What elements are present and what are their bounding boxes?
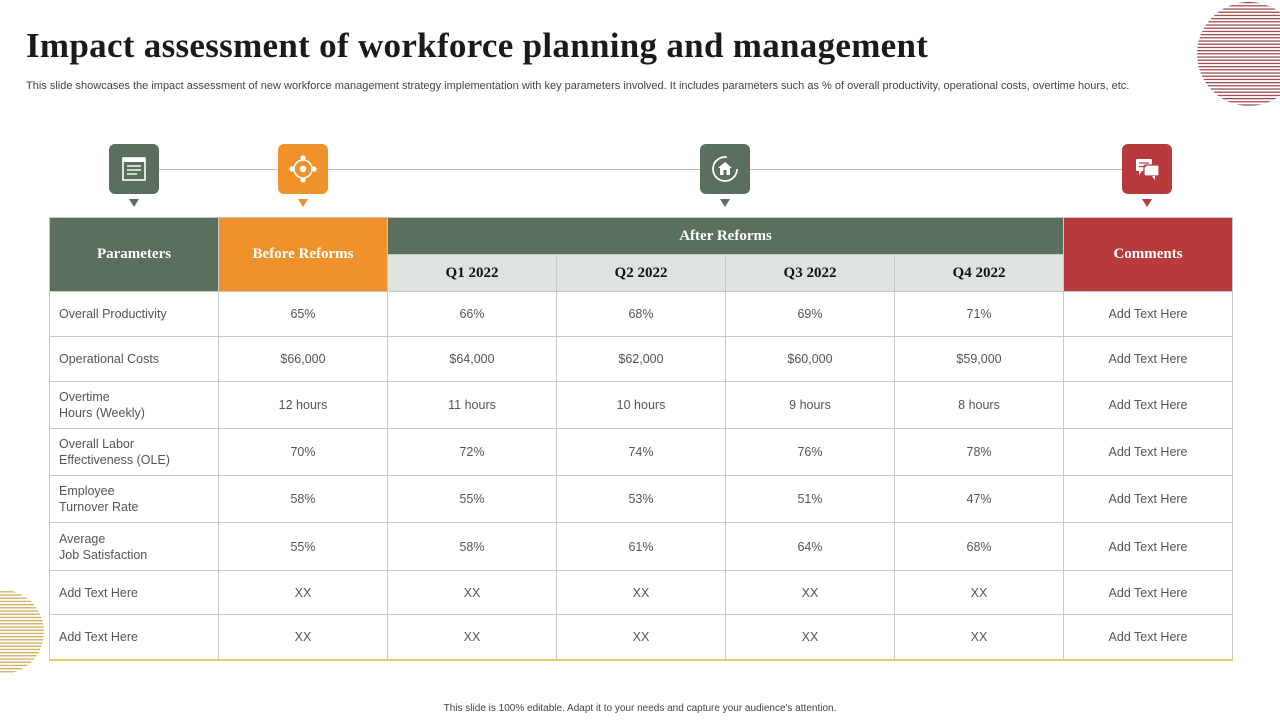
cell-q1: 66% (387, 291, 557, 337)
cell-before: XX (218, 614, 388, 661)
header-before-reforms: Before Reforms (218, 217, 388, 292)
cell-parameter: Add Text Here (49, 614, 219, 661)
before-reforms-marker (278, 144, 328, 194)
cell-parameter: Average Job Satisfaction (49, 522, 219, 571)
before-reforms-pointer (298, 199, 308, 207)
cell-q3: 64% (725, 522, 895, 571)
header-q4: Q4 2022 (893, 254, 1065, 292)
cell-q1: 58% (387, 522, 557, 571)
cell-q3: 76% (725, 428, 895, 476)
cell-q2: XX (556, 614, 726, 661)
table-row: Overall Productivity 65% 66% 68% 69% 71%… (49, 291, 1234, 337)
cell-q2: 61% (556, 522, 726, 571)
cell-q3: XX (725, 570, 895, 615)
header-q3: Q3 2022 (725, 254, 895, 292)
cell-comment: Add Text Here (1063, 291, 1234, 337)
after-reforms-marker (700, 144, 750, 194)
cell-q1: XX (387, 570, 557, 615)
cell-before: $66,000 (218, 336, 388, 382)
cell-parameter: Employee Turnover Rate (49, 475, 219, 523)
cell-q4: 68% (893, 522, 1065, 571)
header-after-reforms: After Reforms (386, 217, 1065, 255)
cell-q4: 71% (893, 291, 1065, 337)
cell-q1: $64,000 (387, 336, 557, 382)
parameters-marker (109, 144, 159, 194)
page-subtitle: This slide showcases the impact assessme… (26, 80, 1130, 92)
cell-parameter: Add Text Here (49, 570, 219, 615)
table-row: Add Text Here XX XX XX XX XX Add Text He… (49, 570, 1234, 615)
cell-q3: XX (725, 614, 895, 661)
after-reforms-pointer (720, 199, 730, 207)
decorative-circle-top-right (1197, 2, 1280, 106)
cell-q3: 69% (725, 291, 895, 337)
cell-q4: $59,000 (893, 336, 1065, 382)
cell-q2: $62,000 (556, 336, 726, 382)
cell-q1: 11 hours (387, 381, 557, 429)
comments-pointer (1142, 199, 1152, 207)
table-row: Operational Costs $66,000 $64,000 $62,00… (49, 336, 1234, 382)
table-row: Average Job Satisfaction 55% 58% 61% 64%… (49, 522, 1234, 571)
table-row: Overall Labor Effectiveness (OLE) 70% 72… (49, 428, 1234, 476)
table-row: Overtime Hours (Weekly) 12 hours 11 hour… (49, 381, 1234, 429)
cell-q3: 9 hours (725, 381, 895, 429)
parameters-pointer (129, 199, 139, 207)
cell-parameter: Overtime Hours (Weekly) (49, 381, 219, 429)
cell-parameter: Overall Labor Effectiveness (OLE) (49, 428, 219, 476)
table-row: Employee Turnover Rate 58% 55% 53% 51% 4… (49, 475, 1234, 523)
cell-q3: 51% (725, 475, 895, 523)
cell-q2: 68% (556, 291, 726, 337)
header-parameters: Parameters (49, 217, 219, 292)
cell-q1: 72% (387, 428, 557, 476)
cell-parameter: Operational Costs (49, 336, 219, 382)
cell-q1: 55% (387, 475, 557, 523)
cell-q3: $60,000 (725, 336, 895, 382)
cell-q2: XX (556, 570, 726, 615)
header-q2: Q2 2022 (556, 254, 726, 292)
impact-assessment-table: Parameters Before Reforms After Reforms … (49, 217, 1234, 661)
cell-q2: 53% (556, 475, 726, 523)
table-row: Add Text Here XX XX XX XX XX Add Text He… (49, 614, 1234, 661)
cell-comment: Add Text Here (1063, 428, 1234, 476)
cell-comment: Add Text Here (1063, 381, 1234, 429)
cell-before: 55% (218, 522, 388, 571)
cell-before: 12 hours (218, 381, 388, 429)
cell-parameter: Overall Productivity (49, 291, 219, 337)
cell-comment: Add Text Here (1063, 614, 1234, 661)
cell-q4: XX (893, 614, 1065, 661)
comments-marker (1122, 144, 1172, 194)
header-q1: Q1 2022 (387, 254, 557, 292)
network-nodes-icon (289, 155, 317, 183)
footer-note: This slide is 100% editable. Adapt it to… (443, 703, 837, 714)
cell-before: 65% (218, 291, 388, 337)
home-refresh-icon (712, 156, 738, 182)
cell-q1: XX (387, 614, 557, 661)
cell-q2: 10 hours (556, 381, 726, 429)
page-title: Impact assessment of workforce planning … (26, 26, 929, 65)
header-comments: Comments (1063, 217, 1234, 292)
chat-bubbles-icon (1136, 159, 1160, 180)
cell-q4: XX (893, 570, 1065, 615)
cell-q4: 47% (893, 475, 1065, 523)
document-list-icon (122, 157, 146, 181)
decorative-circle-bottom-left (0, 590, 44, 674)
cell-q2: 74% (556, 428, 726, 476)
cell-q4: 8 hours (893, 381, 1065, 429)
cell-comment: Add Text Here (1063, 570, 1234, 615)
cell-q4: 78% (893, 428, 1065, 476)
cell-comment: Add Text Here (1063, 522, 1234, 571)
cell-before: XX (218, 570, 388, 615)
cell-comment: Add Text Here (1063, 475, 1234, 523)
cell-before: 58% (218, 475, 388, 523)
timeline-line (134, 169, 1147, 170)
cell-comment: Add Text Here (1063, 336, 1234, 382)
cell-before: 70% (218, 428, 388, 476)
